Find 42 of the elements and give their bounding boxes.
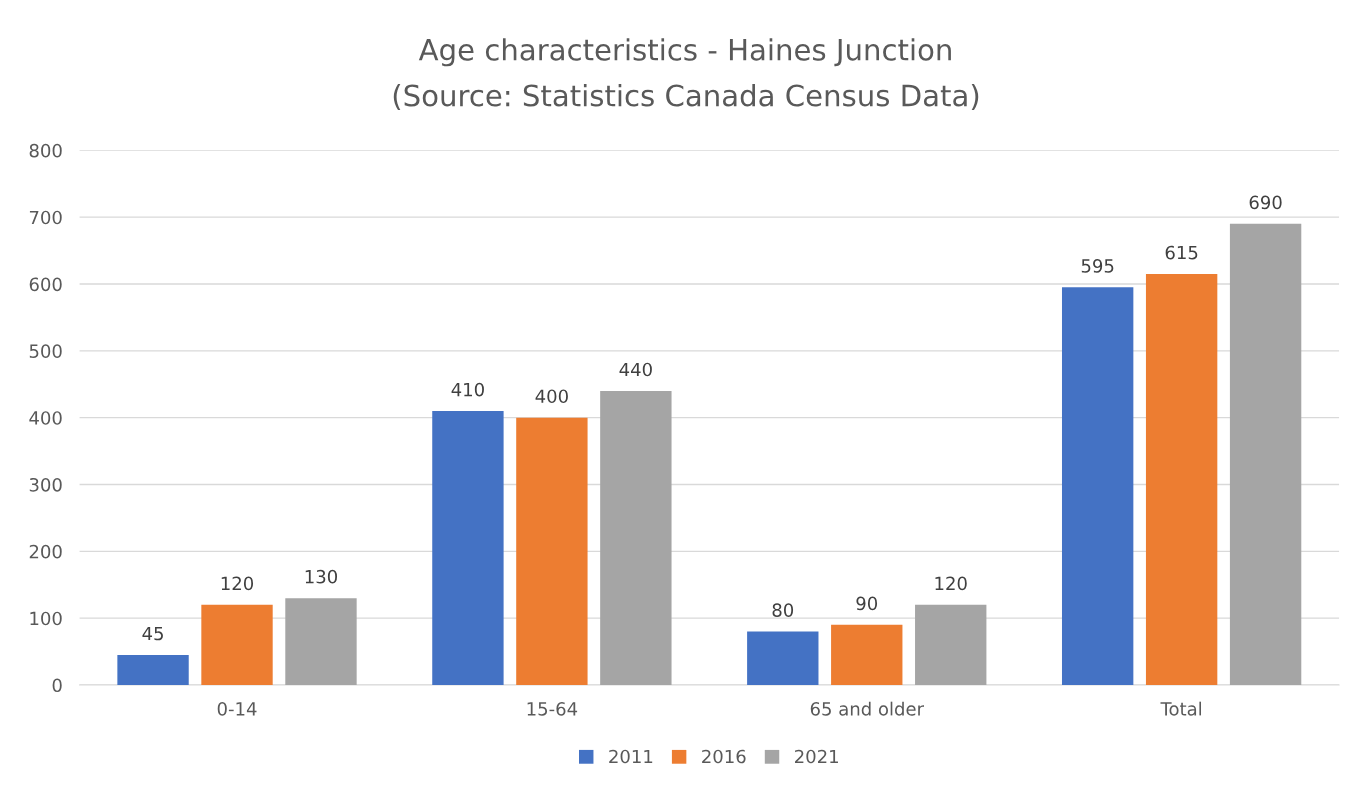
data-label: 690 [1249, 195, 1282, 210]
data-label: 120 [221, 576, 254, 591]
y-tick-label: 200 [29, 544, 62, 559]
chart-subtitle: (Source: Statistics Canada Census Data) [393, 83, 979, 110]
data-label: 440 [619, 362, 652, 377]
x-tick-label: 15-64 [527, 701, 578, 716]
x-tick-label: 65 and older [810, 701, 924, 716]
data-label: 120 [935, 576, 967, 591]
y-tick-label: 700 [29, 210, 62, 225]
bar [285, 598, 357, 686]
y-tick-label: 800 [29, 143, 62, 158]
data-label: 45 [142, 626, 163, 641]
data-label: 90 [856, 596, 878, 611]
data-label: 400 [535, 389, 568, 404]
y-tick-label: 500 [29, 344, 62, 358]
x-tick-label: 0-14 [217, 701, 257, 716]
bar [747, 631, 819, 686]
data-label: 130 [305, 569, 338, 584]
x-tick-label: Total [1160, 701, 1202, 716]
bar [117, 654, 189, 686]
y-tick-label: 100 [30, 611, 62, 626]
bar [1061, 287, 1134, 686]
bar [600, 390, 672, 686]
bar [915, 604, 987, 686]
data-label: 410 [451, 382, 484, 397]
legend-label: 2016 [702, 749, 746, 764]
bar [1145, 273, 1218, 686]
y-tick-label: 600 [29, 277, 62, 292]
bar [432, 410, 504, 686]
bar [516, 417, 588, 686]
bar [831, 624, 903, 686]
chart-title: Age characteristics - Haines Junction [418, 38, 951, 67]
y-tick-label: 400 [29, 411, 62, 425]
legend-label: 2021 [795, 749, 838, 764]
data-label: 80 [772, 603, 794, 617]
data-label: 595 [1081, 259, 1114, 273]
y-tick-label: 0 [52, 678, 62, 693]
y-tick-label: 300 [29, 477, 62, 492]
bar [201, 604, 273, 686]
data-label: 615 [1165, 245, 1198, 260]
bar [1229, 223, 1302, 686]
legend-label: 2011 [609, 749, 653, 764]
